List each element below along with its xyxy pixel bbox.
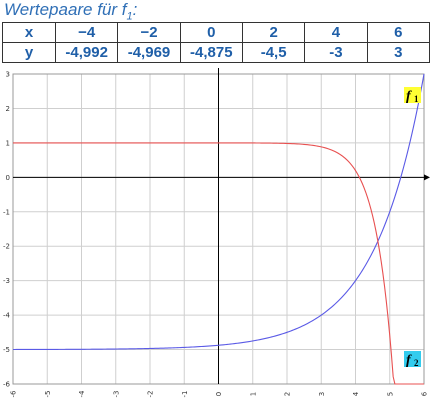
y-tick-label: -3 [3,277,10,285]
x-axis-arrow [424,174,430,181]
table-cell: 6 [366,22,431,43]
table-cell: −2 [117,22,181,43]
tick-labels: -6 -5 -4 -3 -2 -1 0 1 2 3 4 5 6 3 2 1 0 -1 -2 -3 -4 -5 -6 [3,71,428,398]
x-tick-label: 3 [318,392,326,396]
page-heading: Wertepaare für f1: [4,0,138,23]
label-bg [404,351,421,367]
table-cell: -4,992 [54,42,119,63]
y-tick-label: -2 [3,243,10,251]
y-tick-label: -4 [3,312,11,320]
table-cell: 3 [366,42,431,63]
table-cell: 2 [241,22,306,43]
y-tick-label: -6 [3,381,11,389]
x-tick-label: -2 [147,391,155,398]
table-cell: -4,5 [241,42,306,63]
axes [13,68,430,384]
label-bg [404,87,421,103]
table-cell: 4 [304,22,368,43]
table-row-y: y -4,992 -4,969 -4,875 -4,5 -3 3 [2,42,431,63]
x-tick-label: -5 [44,391,52,398]
y-tick-label: -5 [3,346,10,354]
label-sub: 1 [414,94,419,104]
x-tick-label: 5 [386,392,394,396]
x-tick-label: -6 [10,390,18,398]
x-tick-label: 0 [215,392,223,396]
label-sub: 2 [414,358,419,368]
x-tick-label: -1 [181,391,189,398]
label-text: f [406,353,412,368]
table-cell: -4,969 [117,42,181,63]
y-tick-label: 3 [6,71,10,79]
y-tick-label: -1 [3,208,10,216]
y-tick-label: 2 [6,105,10,113]
table-cell: 0 [179,22,243,43]
table-cell: −4 [54,22,119,43]
table-cell: -4,875 [179,42,243,63]
curves [13,73,425,385]
label-text: f [406,89,412,104]
curve-labels: f 1f 2 [404,87,421,368]
x-tick-label: -3 [112,391,120,398]
table-cell: -3 [304,42,368,63]
series-line-f1 [13,73,425,351]
table-row-x: x −4 −2 0 2 4 6 [2,22,431,43]
series-line-f2 [13,142,424,385]
x-tick-label: 6 [421,391,429,396]
row-label-y: y [2,42,56,63]
y-tick-label: 1 [6,139,10,147]
x-tick-label: 4 [352,391,360,396]
x-tick-label: -4 [78,390,86,398]
x-tick-label: 2 [284,392,292,396]
value-table: x −4 −2 0 2 4 6 y -4,992 -4,969 -4,875 -… [2,22,431,63]
y-tick-label: 0 [6,174,10,182]
row-label-x: x [2,22,56,43]
x-tick-label: 1 [249,392,257,396]
